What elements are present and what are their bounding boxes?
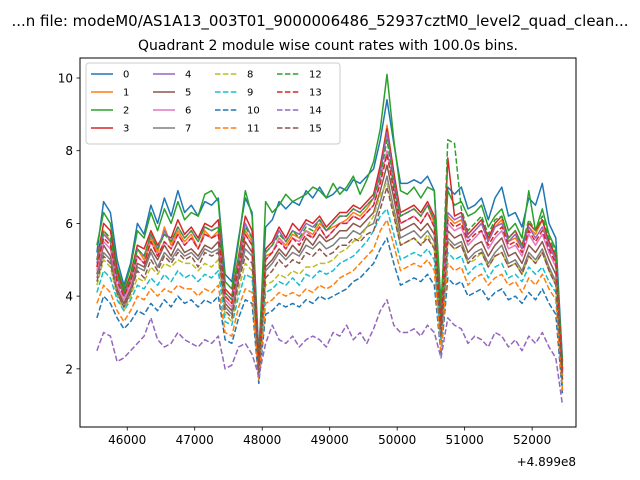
series-line-6 bbox=[96, 149, 564, 377]
series-line-12 bbox=[96, 139, 564, 369]
legend-label-4: 4 bbox=[185, 70, 191, 81]
legend-label-13: 13 bbox=[309, 88, 322, 99]
series-line-2 bbox=[96, 73, 564, 366]
x-tick-label: 51000 bbox=[446, 433, 484, 447]
legend-label-1: 1 bbox=[123, 88, 129, 99]
legend-label-15: 15 bbox=[309, 124, 322, 135]
y-axis: 2 4 6 8 10 bbox=[58, 71, 80, 376]
series-line-7 bbox=[96, 175, 564, 380]
series-line-9 bbox=[96, 208, 564, 388]
plot-frame bbox=[79, 57, 577, 428]
y-tick-label: 6 bbox=[65, 217, 73, 231]
legend-label-12: 12 bbox=[309, 70, 322, 81]
x-tick-label: 52000 bbox=[513, 433, 551, 447]
legend-label-7: 7 bbox=[185, 124, 191, 135]
legend-label-11: 11 bbox=[247, 124, 260, 135]
x-offset-label: +4.899e8 bbox=[517, 455, 576, 469]
x-tick-label: 49000 bbox=[311, 433, 349, 447]
chart-title: ...n file: modeM0/AS1A13_003T01_90000064… bbox=[11, 12, 628, 31]
x-tick-label: 46000 bbox=[108, 433, 146, 447]
y-tick-label: 10 bbox=[58, 71, 73, 85]
legend-label-3: 3 bbox=[123, 124, 129, 135]
series-line-10 bbox=[96, 237, 564, 395]
y-tick-label: 2 bbox=[65, 362, 73, 376]
x-tick-label: 47000 bbox=[176, 433, 214, 447]
legend-frame bbox=[85, 62, 341, 145]
series-line-13 bbox=[96, 153, 564, 373]
series-layer bbox=[96, 73, 564, 406]
legend-label-5: 5 bbox=[185, 88, 191, 99]
x-tick-label: 48000 bbox=[243, 433, 281, 447]
legend-label-14: 14 bbox=[309, 106, 322, 117]
legend-label-9: 9 bbox=[247, 88, 253, 99]
series-line-8 bbox=[96, 182, 564, 384]
series-line-3 bbox=[96, 128, 564, 369]
series-line-0 bbox=[96, 99, 564, 362]
legend-label-0: 0 bbox=[123, 70, 129, 81]
legend-label-6: 6 bbox=[185, 106, 191, 117]
legend-label-2: 2 bbox=[123, 106, 129, 117]
x-tick-label: 50000 bbox=[378, 433, 416, 447]
series-line-14 bbox=[96, 299, 564, 406]
y-tick-label: 8 bbox=[65, 144, 73, 158]
series-line-5 bbox=[96, 164, 564, 377]
series-line-15 bbox=[96, 186, 564, 380]
chart-subtitle: Quadrant 2 module wise count rates with … bbox=[138, 38, 518, 54]
x-axis: 46000 47000 48000 49000 50000 51000 52000 bbox=[108, 427, 551, 447]
legend-label-8: 8 bbox=[247, 70, 253, 81]
y-tick-label: 4 bbox=[65, 290, 73, 304]
legend-label-10: 10 bbox=[247, 106, 260, 117]
series-line-11 bbox=[96, 219, 564, 391]
